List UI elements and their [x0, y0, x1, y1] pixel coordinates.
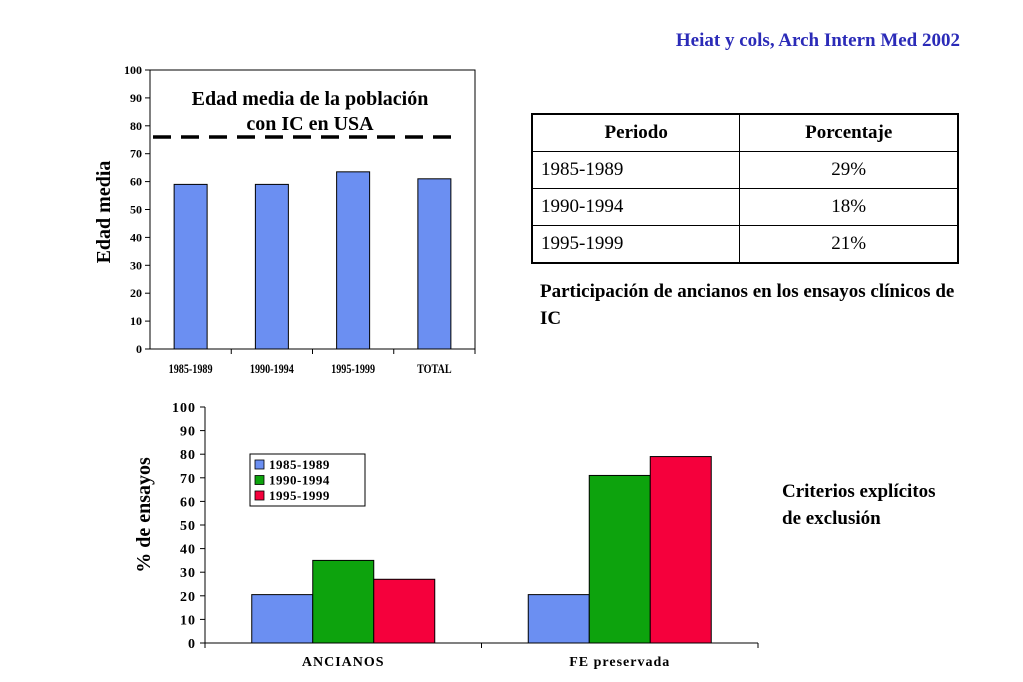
chart-title-line2: con IC en USA [246, 113, 374, 135]
table-row: 1995-1999 21% [531, 225, 959, 264]
legend-label: 1995-1999 [269, 488, 330, 503]
bar [373, 578, 436, 644]
y-tick-label: 80 [130, 119, 142, 133]
chart-title-line1: Edad media de la población [192, 88, 429, 110]
y-tick-label: 50 [130, 203, 142, 217]
legend-label: 1985-1989 [269, 457, 330, 472]
legend-swatch [254, 490, 265, 501]
table-cell-percent: 21% [739, 225, 959, 264]
bar [254, 183, 289, 350]
y-tick-label: 10 [180, 613, 196, 628]
y-axis-label: % de ensayos [133, 457, 155, 573]
y-tick-label: 70 [130, 147, 142, 161]
y-tick-label: 30 [180, 566, 196, 581]
x-tick-label: FE preservada [569, 655, 670, 670]
y-tick-label: 30 [130, 258, 142, 272]
table-header-row: Periodo Porcentaje [531, 113, 959, 152]
y-tick-label: 10 [130, 314, 142, 328]
table-cell-period: 1990-1994 [531, 188, 741, 226]
x-tick-label: 1995-1999 [331, 362, 375, 376]
y-tick-label: 50 [180, 519, 196, 534]
y-tick-label: 60 [180, 495, 196, 510]
y-tick-label: 70 [180, 472, 196, 487]
bar [417, 178, 452, 350]
table-cell-period: 1995-1999 [531, 225, 741, 264]
y-tick-label: 60 [130, 175, 142, 189]
table-cell-percent: 18% [739, 188, 959, 226]
y-tick-label: 90 [130, 91, 142, 105]
bar [336, 171, 371, 350]
y-tick-label: 20 [180, 590, 196, 605]
bar [173, 183, 208, 350]
y-tick-label: 0 [136, 342, 142, 356]
bar [527, 594, 590, 644]
y-tick-label: 0 [188, 637, 196, 652]
x-tick-label: TOTAL [417, 362, 452, 376]
exclusion-note: Criterios explícitos de exclusión [782, 481, 936, 529]
table-row: 1990-1994 18% [531, 188, 959, 226]
y-tick-label: 100 [172, 401, 196, 416]
participation-table: Periodo Porcentaje 1985-1989 29% 1990-19… [531, 113, 959, 264]
x-tick-label: 1985-1989 [169, 362, 213, 376]
bar [312, 559, 375, 644]
y-tick-label: 20 [130, 286, 142, 300]
table-cell-period: 1985-1989 [531, 151, 741, 189]
y-tick-label: 40 [130, 230, 142, 244]
legend-box [249, 453, 366, 507]
citation: Heiat y cols, Arch Intern Med 2002 [675, 30, 960, 51]
header-porcentaje: Porcentaje [739, 113, 959, 152]
table-row: 1985-1989 29% [531, 151, 959, 189]
x-tick-label: 1990-1994 [250, 362, 294, 376]
bar [588, 474, 651, 644]
y-tick-label: 90 [180, 425, 196, 440]
x-tick-label: ANCIANOS [302, 655, 385, 670]
table-caption: Participación de ancianos en los ensayos… [540, 281, 955, 329]
table-cell-percent: 29% [739, 151, 959, 189]
header-periodo: Periodo [531, 113, 741, 152]
bar [649, 456, 712, 644]
legend-swatch [254, 459, 265, 470]
bar [251, 594, 314, 644]
y-axis-label: Edad media [93, 161, 115, 264]
legend-label: 1990-1994 [269, 473, 330, 488]
y-tick-label: 80 [180, 448, 196, 463]
legend-swatch [254, 475, 265, 485]
y-tick-label: 40 [180, 543, 196, 558]
y-tick-label: 100 [124, 63, 142, 77]
